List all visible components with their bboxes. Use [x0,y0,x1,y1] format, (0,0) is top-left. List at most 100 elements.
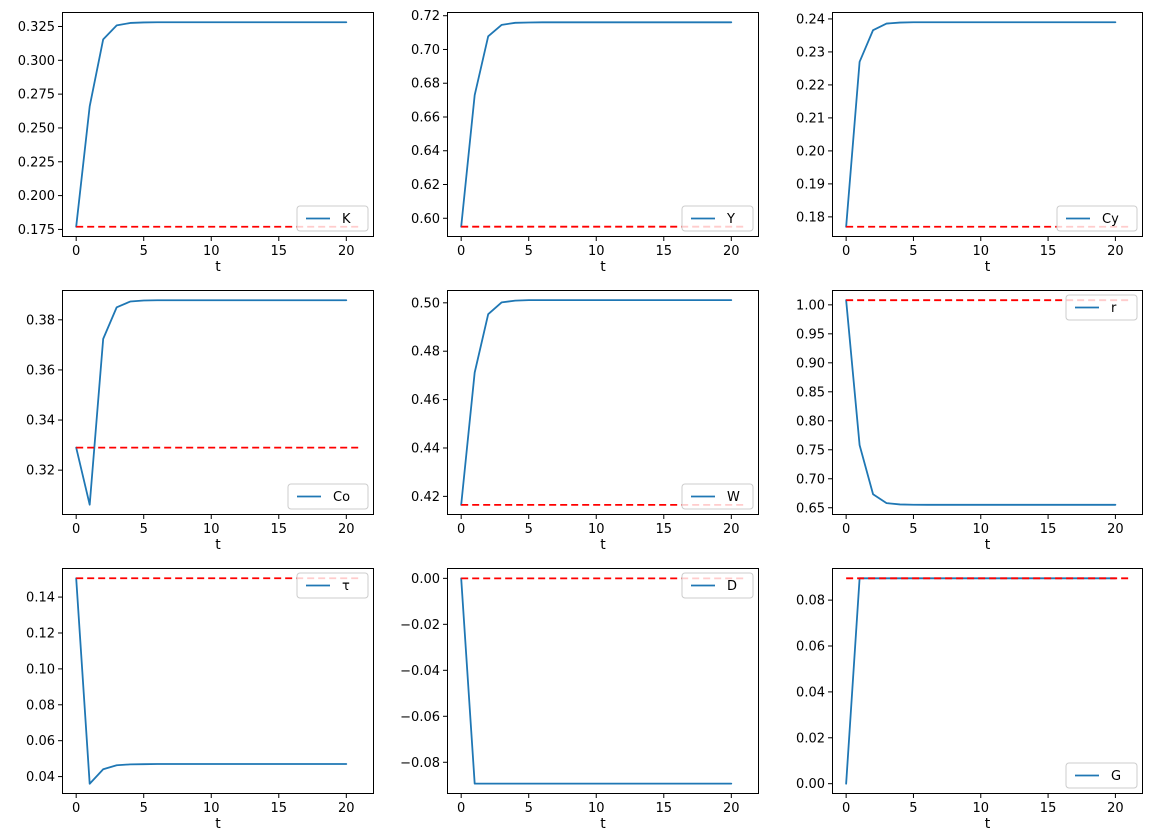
series-line-y [460,21,733,228]
subplot-co: 0.32 0.34 0.36 0.38 0 5 10 15 20 t Co [0,278,385,556]
y-axis: 0.18 0.19 0.20 0.21 0.22 0.23 0.24 [796,12,832,225]
plot-canvas-w: 0.42 0.44 0.46 0.48 0.50 0 5 10 15 20 t W [411,290,759,553]
legend-w: W [681,483,754,510]
y-tick-label: 0.250 [18,121,55,136]
x-tick-label: 5 [140,244,148,259]
y-tick-label: 0.65 [796,501,825,516]
y-tick-label: 0.22 [796,78,825,93]
y-tick-label: 0.95 [796,327,825,342]
legend-cy: Cy [1056,205,1138,232]
x-tick-label: 0 [842,244,850,259]
y-tick-label: 0.24 [796,12,825,27]
y-tick-label: 0.34 [26,414,55,429]
x-tick-label: 0 [457,801,465,816]
subplot-d: 0.00 −0.02 −0.04 −0.06 −0.08 0 5 10 15 20 t D [385,556,770,835]
series-line-cy [845,21,1117,228]
x-tick-label: 5 [909,244,917,259]
y-tick-label: 0.44 [411,441,440,456]
x-tick-label: 15 [1040,801,1057,816]
y-tick-label: 0.06 [26,734,55,749]
y-tick-label: 0.02 [796,731,825,746]
plot-canvas-r: 0.65 0.70 0.75 0.80 0.85 0.90 0.95 1.00 0 5 10 15 20… [796,290,1143,553]
legend-label: G [1111,769,1121,784]
y-tick-label: 0.04 [26,770,55,785]
y-tick-label: 0.46 [411,393,440,408]
x-axis: 0 5 10 15 20 [457,237,740,259]
x-tick-label: 15 [1040,522,1057,537]
x-tick-label: 10 [203,522,220,537]
x-axis: 0 5 10 15 20 [842,237,1124,259]
x-tick-label: 20 [338,244,355,259]
x-axis-label: t [600,816,606,832]
x-axis: 0 5 10 15 20 [457,515,740,537]
series-line-co [75,299,348,506]
x-axis: 0 5 10 15 20 [72,237,355,259]
x-axis: 0 5 10 15 20 [72,515,355,537]
series-line-r [845,299,1117,506]
x-tick-label: 0 [457,522,465,537]
y-tick-label: 0.66 [411,110,440,125]
plot-canvas-g: 0.00 0.02 0.04 0.06 0.08 0 5 10 15 20 t G [796,568,1143,832]
y-axis: 0.60 0.62 0.64 0.66 0.68 0.70 0.72 [411,9,447,227]
legend-box [681,205,754,232]
x-tick-label: 5 [909,801,917,816]
y-tick-label: 0.12 [26,626,55,641]
x-tick-label: 15 [271,801,288,816]
y-tick-label: 0.06 [796,640,825,655]
series-line-d [460,577,733,785]
plot-canvas-k: 0.175 0.200 0.225 0.250 0.275 0.300 0.325 0 5 10 1… [18,12,374,275]
axes-frame [832,12,1143,237]
x-tick-label: 0 [72,801,80,816]
y-axis: 0.175 0.200 0.225 0.250 0.275 0.300 0.325 [18,20,62,238]
y-tick-label: 0.200 [18,189,55,204]
x-tick-label: 0 [842,801,850,816]
x-tick-label: 5 [525,522,533,537]
y-tick-label: 0.18 [796,210,825,225]
x-tick-label: 20 [338,801,355,816]
x-tick-label: 15 [271,244,288,259]
x-tick-label: 10 [972,801,989,816]
y-tick-label: 0.36 [26,363,55,378]
subplot-tau: 0.04 0.06 0.08 0.10 0.12 0.14 0 5 10 15 20 t τ [0,556,385,835]
y-tick-label: 0.20 [796,144,825,159]
y-tick-label: 0.300 [18,54,55,69]
legend-box [1065,294,1138,321]
y-tick-label: 0.19 [796,177,825,192]
y-tick-label: 0.48 [411,345,440,360]
x-tick-label: 20 [338,522,355,537]
y-tick-label: 0.275 [18,88,55,103]
y-tick-label: 0.75 [796,443,825,458]
x-tick-label: 0 [842,522,850,537]
axes-frame [62,12,374,237]
y-tick-label: 0.80 [796,414,825,429]
y-tick-label: −0.04 [400,664,440,679]
x-tick-label: 10 [203,801,220,816]
y-tick-label: 0.70 [796,472,825,487]
y-tick-label: 0.62 [411,178,440,193]
y-tick-label: −0.06 [400,710,440,725]
x-tick-label: 15 [656,522,673,537]
axes-frame [62,568,374,794]
x-tick-label: 0 [457,244,465,259]
legend-box [1056,205,1138,232]
y-axis: 0.00 0.02 0.04 0.06 0.08 [796,594,832,792]
y-axis: 0.04 0.06 0.08 0.10 0.12 0.14 [26,591,62,785]
x-tick-label: 10 [972,522,989,537]
y-tick-label: 0.50 [411,296,440,311]
x-tick-label: 0 [72,522,80,537]
y-tick-label: −0.08 [400,756,440,771]
y-tick-label: 0.175 [18,223,55,238]
x-axis-label: t [600,259,606,275]
y-tick-label: 0.23 [796,45,825,60]
x-tick-label: 20 [723,801,740,816]
y-axis: 0.42 0.44 0.46 0.48 0.50 [411,296,447,505]
legend-box [681,572,754,599]
axes-frame [447,568,759,794]
y-tick-label: 0.00 [411,572,440,587]
subplot-k: 0.175 0.200 0.225 0.250 0.275 0.300 0.325 0 5 10 1… [0,0,385,278]
x-tick-label: 10 [588,801,605,816]
y-tick-label: 0.21 [796,111,825,126]
subplot-r: 0.65 0.70 0.75 0.80 0.85 0.90 0.95 1.00 0 5 10 15 20… [770,278,1154,556]
subplot-g: 0.00 0.02 0.04 0.06 0.08 0 5 10 15 20 t G [770,556,1154,835]
y-tick-label: 0.85 [796,385,825,400]
